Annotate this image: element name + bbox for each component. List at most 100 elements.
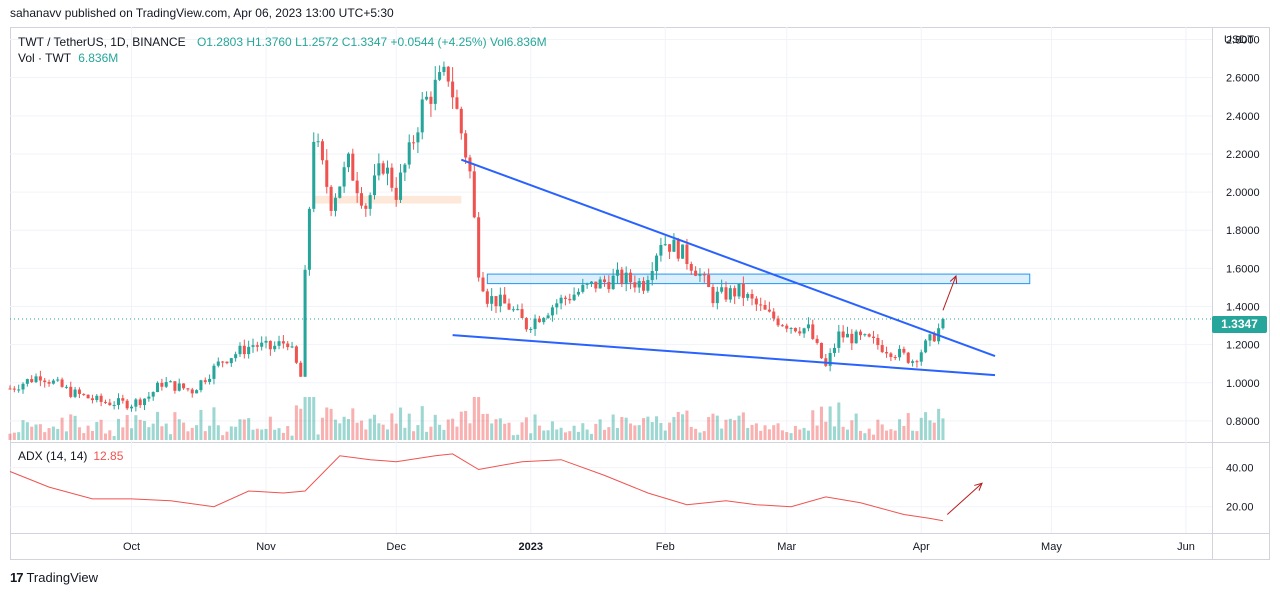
volume-bar <box>681 414 685 440</box>
price-tick-label: 1.6000 <box>1226 263 1260 275</box>
volume-bar <box>576 431 580 440</box>
volume-bar <box>642 418 646 440</box>
volume-bar <box>277 428 281 440</box>
resistance-zone <box>486 273 1031 285</box>
low-value: L1.2572 <box>295 35 339 49</box>
volume-bar <box>21 420 25 440</box>
volume-bar <box>607 427 611 440</box>
volume-bar <box>377 423 381 440</box>
volume-bar <box>416 425 420 440</box>
candle-body <box>234 354 238 359</box>
candle-body <box>485 291 489 304</box>
candle-body <box>872 336 876 338</box>
volume-bar <box>902 425 906 440</box>
volume-bar <box>203 431 207 440</box>
volume-bar <box>238 419 242 440</box>
candle-body <box>116 398 121 406</box>
candle-body <box>90 398 94 401</box>
price-tick-label: 1.8000 <box>1226 225 1260 237</box>
candle-body <box>802 328 806 334</box>
volume-bar <box>624 417 628 440</box>
volume-bar <box>733 420 737 440</box>
volume-bar <box>138 419 142 440</box>
volume-bar <box>572 425 576 440</box>
volume-bar <box>286 426 290 440</box>
volume-bar <box>164 423 168 440</box>
candle-body <box>924 340 928 353</box>
candle-body <box>902 348 906 353</box>
candle-body <box>355 180 359 194</box>
volume-bar <box>364 429 368 440</box>
candle-body <box>316 141 320 143</box>
candle-body <box>763 304 767 310</box>
volume-bar <box>156 411 160 440</box>
volume-bar <box>520 422 524 440</box>
symbol-legend: TWT / TetherUS, 1D, BINANCE O1.2803 H1.3… <box>18 34 547 51</box>
candle-body <box>837 331 841 348</box>
time-tick-label: Dec <box>386 541 406 553</box>
volume-bar <box>281 432 285 440</box>
grid <box>10 27 1270 560</box>
volume-bar <box>581 423 585 440</box>
candle-body <box>589 281 593 284</box>
time-tick-label: 2023 <box>518 541 542 553</box>
volume-bar <box>845 429 850 440</box>
tradingview-logo[interactable]: 17 TradingView <box>10 570 98 585</box>
candle-body <box>919 352 923 362</box>
volume-bar <box>25 422 29 440</box>
volume-bar <box>229 426 233 440</box>
volume-bar <box>872 434 876 440</box>
volume-bar <box>264 428 268 440</box>
volume-bar <box>195 425 199 440</box>
volume-bar <box>555 429 559 440</box>
volume-bar <box>629 423 633 440</box>
volume-bar <box>56 428 60 440</box>
volume-bar <box>17 432 21 440</box>
volume-bar <box>494 419 498 440</box>
volume-bar <box>407 413 411 440</box>
volume-bar <box>34 424 38 440</box>
candle-body <box>681 244 685 259</box>
candle-body <box>420 99 424 133</box>
volume-bar <box>333 419 337 440</box>
candle-body <box>741 283 745 298</box>
time-tick-label: Nov <box>256 541 276 553</box>
candle-body <box>377 163 381 176</box>
volume-bar <box>455 426 459 440</box>
candle-body <box>598 279 602 289</box>
candle-body <box>659 244 663 256</box>
candle-body <box>51 380 55 384</box>
candle-body <box>655 255 659 271</box>
candle-body <box>160 382 164 387</box>
candle-body <box>99 395 103 402</box>
candle-body <box>893 357 897 359</box>
volume-bar <box>689 426 693 440</box>
volume-bar <box>776 423 780 440</box>
volume-bar <box>294 405 298 440</box>
candle-body <box>351 153 355 181</box>
volume-bar <box>212 407 216 440</box>
candle-body <box>255 345 259 347</box>
candle-body <box>303 269 307 377</box>
candle-body <box>333 197 337 211</box>
volume-bar <box>503 423 507 440</box>
candle-body <box>811 324 815 339</box>
candle-body <box>173 381 177 391</box>
candle-body <box>82 393 86 395</box>
volume-bar <box>234 426 238 440</box>
candle-body <box>711 287 715 304</box>
candle-body <box>498 294 502 307</box>
candle-body <box>646 280 650 291</box>
candle-body <box>368 195 372 209</box>
adx-pane <box>9 453 983 522</box>
volume-bar <box>116 418 121 440</box>
candle-body <box>416 132 420 143</box>
volume-bar <box>329 408 333 440</box>
candle-body <box>676 239 680 259</box>
candle-body <box>203 380 207 382</box>
volume-bar <box>863 433 867 440</box>
candle-body <box>620 269 624 284</box>
candle-body <box>685 244 689 264</box>
volume-bar <box>481 413 485 440</box>
